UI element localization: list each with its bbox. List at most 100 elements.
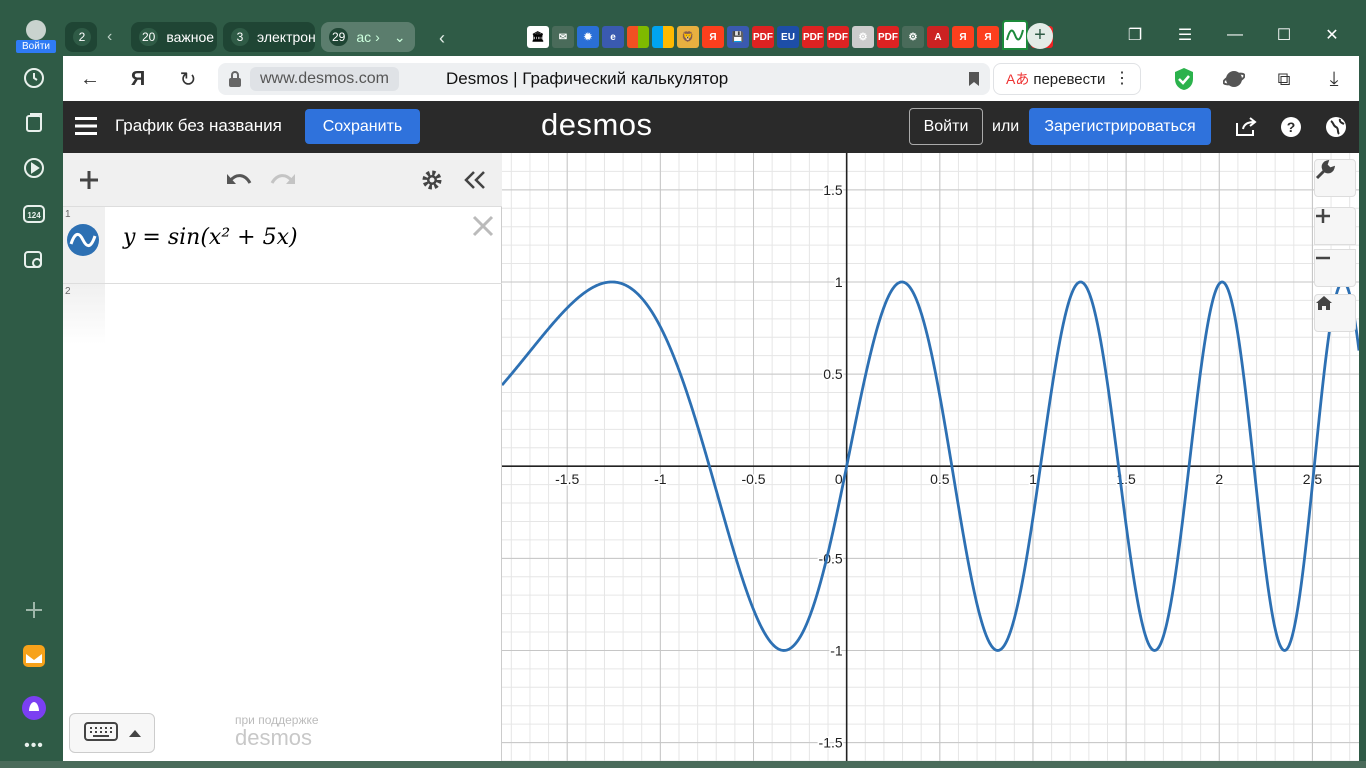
browser-sidebar: Войти 124 ••• [8, 14, 63, 768]
pdf-favicon-icon[interactable]: PDF [877, 26, 899, 48]
translate-favicon-icon[interactable]: A [927, 26, 949, 48]
video-icon[interactable] [18, 152, 50, 184]
tab-group-1[interactable]: 2 [65, 22, 97, 52]
mail-icon[interactable] [18, 640, 50, 672]
pdf-favicon-icon[interactable]: PDF [752, 26, 774, 48]
yandex-favicon-icon[interactable]: Я [952, 26, 974, 48]
graph-title[interactable]: График без названия [115, 116, 282, 135]
window-edge [1359, 56, 1366, 768]
help-icon[interactable]: ? [1278, 114, 1304, 140]
maximize-icon[interactable]: ☐ [1276, 27, 1292, 44]
tab-group-2[interactable]: 20 важное [131, 22, 217, 52]
collapse-panel-icon[interactable] [461, 166, 489, 194]
animal-favicon-icon[interactable]: 🦁 [677, 26, 699, 48]
mail-counter-icon[interactable]: 124 [18, 198, 50, 230]
graph-settings-wrench-icon[interactable] [1314, 159, 1356, 197]
undo-icon[interactable] [225, 166, 253, 194]
vpn-planet-icon[interactable] [1219, 64, 1249, 94]
hamburger-menu-icon[interactable] [75, 116, 97, 136]
keyboard-toggle-button[interactable] [69, 713, 155, 753]
function-curve [502, 280, 1359, 652]
address-bar[interactable]: www.desmos.com Desmos | Графический каль… [218, 63, 990, 95]
powered-by-logo: desmos [235, 725, 313, 750]
tab-group-label: ас [356, 29, 372, 45]
expression-gutter: 2 [63, 284, 105, 344]
share-icon[interactable] [1233, 114, 1259, 140]
zoom-in-icon[interactable] [1314, 207, 1356, 245]
keyboard-icon [84, 722, 118, 741]
collections-icon[interactable] [18, 107, 50, 139]
eu-favicon-icon[interactable]: EU [777, 26, 799, 48]
mail-favicon-icon[interactable]: ✉ [552, 26, 574, 48]
pdf-favicon-icon[interactable]: PDF [802, 26, 824, 48]
tabs-scroll-left-icon[interactable]: ‹ [439, 28, 445, 48]
emblem-favicon-icon[interactable]: ⚙ [852, 26, 874, 48]
reload-button[interactable]: ↻ [179, 68, 197, 91]
expression-gutter: 1 [63, 207, 105, 283]
y-tick-label: 1.5 [823, 182, 843, 198]
protect-shield-icon[interactable] [1169, 64, 1199, 94]
svg-text:?: ? [1287, 119, 1296, 135]
tab-group-count: 29 [329, 28, 349, 46]
x-tick-label: -0.5 [741, 471, 765, 487]
powered-by: при поддержке desmos [235, 713, 319, 751]
extensions-icon[interactable]: ⧉ [1277, 68, 1291, 89]
expression-row[interactable]: 1 y = sin(x² + 5x) [63, 207, 502, 284]
desmos-active-tab-icon[interactable] [1002, 20, 1028, 50]
minimize-icon[interactable]: — [1227, 26, 1243, 43]
tab-group-4[interactable]: 29 ас › ⌄ [321, 22, 415, 52]
expression-panel: 1 y = sin(x² + 5x) 2 при поддержке desmo… [63, 153, 502, 761]
redo-icon[interactable] [269, 166, 297, 194]
delete-expression-icon[interactable] [472, 215, 494, 237]
bookmark-icon[interactable] [968, 71, 980, 87]
menu-icon[interactable]: ☰ [1177, 27, 1193, 44]
yandex-favicon-icon[interactable]: Я [702, 26, 724, 48]
windows-favicon-icon[interactable] [652, 26, 674, 48]
graph-paper[interactable]: -1.5 -1 -0.5 0 0.5 1 1.5 2 2.5 1.5 1 0.5 -0.5 -1 -1.5 [502, 153, 1359, 761]
expression-math[interactable]: y = sin(x² + 5x) [123, 225, 298, 250]
default-viewport-home-icon[interactable] [1314, 294, 1356, 332]
expression-index: 2 [65, 286, 71, 297]
alice-assistant-icon[interactable] [18, 692, 50, 724]
more-dots-icon[interactable]: ••• [24, 737, 44, 754]
y-tick-label: -1.5 [819, 735, 843, 751]
pdf-favicon-icon[interactable]: PDF [827, 26, 849, 48]
graph-color-icon[interactable] [66, 223, 100, 257]
register-button[interactable]: Зарегистрироваться [1029, 108, 1211, 145]
yandex-home-button[interactable]: Я [130, 67, 146, 90]
settings-gear-icon[interactable] [418, 166, 446, 194]
yandex-favicon-icon[interactable]: Я [977, 26, 999, 48]
x-tick-label: 0.5 [930, 471, 950, 487]
profile-login-button[interactable]: Войти [16, 16, 56, 56]
new-tab-button[interactable]: + [1027, 23, 1053, 49]
chevron-left-icon[interactable]: ‹ [107, 28, 113, 45]
downloads-icon[interactable]: ⤓ [1329, 67, 1339, 90]
zoom-out-icon[interactable] [1314, 249, 1356, 287]
tab-group-3[interactable]: 3 электрон [223, 22, 316, 52]
add-expression-icon[interactable] [75, 166, 103, 194]
microsoft-favicon-icon[interactable] [627, 26, 649, 48]
translate-icon: Aあ [1006, 71, 1030, 87]
history-icon[interactable] [18, 62, 50, 94]
chrome-favicon-icon[interactable]: e [602, 26, 624, 48]
login-button[interactable]: Войти [909, 108, 983, 145]
tab-manager-icon[interactable]: ❐ [1127, 27, 1143, 44]
expression-row-empty[interactable]: 2 [63, 284, 502, 344]
close-window-icon[interactable]: ✕ [1325, 27, 1339, 44]
tab-group-count: 3 [231, 28, 249, 46]
museum-favicon-icon[interactable]: 🏛 [527, 26, 549, 48]
save-button[interactable]: Сохранить [305, 109, 420, 144]
back-button[interactable]: ← [80, 67, 100, 90]
more-vertical-icon[interactable]: ⋮ [1114, 70, 1130, 87]
translate-label: перевести [1033, 70, 1106, 88]
gear-favicon-icon[interactable]: ⚙ [902, 26, 924, 48]
language-globe-icon[interactable] [1323, 114, 1349, 140]
y-tick-label: -0.5 [819, 550, 843, 566]
expression-index: 1 [65, 209, 71, 220]
translate-button[interactable]: Aあ перевести ⋮ [993, 63, 1141, 95]
disk-favicon-icon[interactable]: 💾 [727, 26, 749, 48]
graph-canvas[interactable]: -1.5 -1 -0.5 0 0.5 1 1.5 2 2.51.510.5-0.5-1-1.5 [502, 153, 1359, 761]
screenshot-icon[interactable] [18, 244, 50, 276]
add-panel-icon[interactable] [18, 594, 50, 626]
star-favicon-icon[interactable]: ✹ [577, 26, 599, 48]
